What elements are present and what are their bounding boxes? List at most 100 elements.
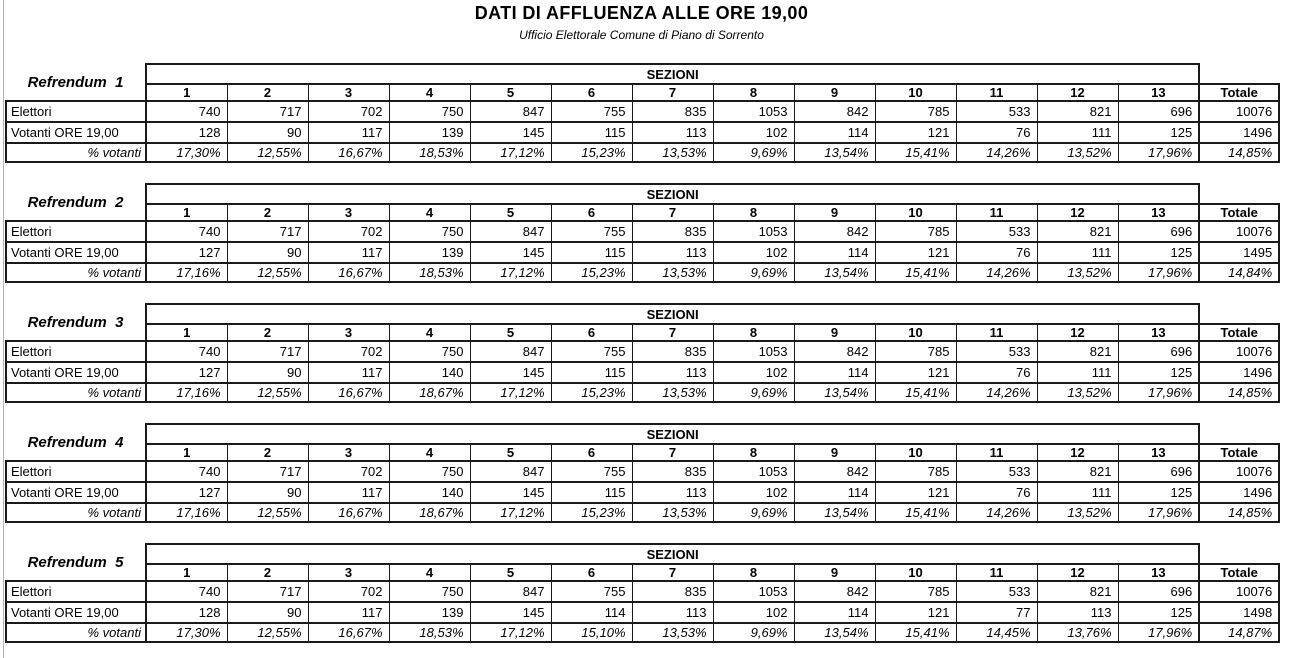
votanti-totale-cell: 1496 (1198, 121, 1281, 144)
elettori-totale-cell: 10076 (1198, 580, 1281, 603)
elettori-cell-s6: 755 (550, 340, 633, 363)
votanti-row: Votanti ORE 19,00 127 90 117 139 145 115 113 102… (5, 241, 1281, 264)
percent-cell-s1: 17,30% (145, 142, 228, 163)
section-numbers-row: 1 2 3 4 5 6 7 8 9 10 11 12 13 Totale (6, 323, 1281, 342)
section-col-header-7: 7 (631, 83, 714, 102)
votanti-totale-cell: 1496 (1198, 361, 1281, 384)
elettori-cell-s8: 1053 (712, 100, 795, 123)
section-col-header-12: 12 (1036, 203, 1119, 222)
percent-cell-s12: 13,52% (1036, 262, 1119, 283)
elettori-cell-s4: 750 (388, 100, 471, 123)
row-label-elettori: Elettori (5, 580, 147, 603)
percent-row: % votanti 17,16% 12,55% 16,67% 18,67% 17,12% 1… (5, 382, 1281, 403)
percent-cell-s9: 13,54% (793, 142, 876, 163)
votanti-cell-s3: 117 (307, 361, 390, 384)
sezioni-header: SEZIONI (144, 543, 1201, 565)
section-col-header-3: 3 (307, 323, 390, 342)
section-col-header-8: 8 (712, 83, 795, 102)
votanti-cell-s9: 114 (793, 601, 876, 624)
votanti-row: Votanti ORE 19,00 127 90 117 140 145 115 113 102… (5, 361, 1281, 384)
section-col-header-5: 5 (469, 203, 552, 222)
percent-totale-cell: 14,84% (1198, 262, 1281, 283)
elettori-cell-s10: 785 (874, 340, 957, 363)
elettori-cell-s6: 755 (550, 100, 633, 123)
votanti-totale-cell: 1495 (1198, 241, 1281, 264)
percent-cell-s8: 9,69% (712, 622, 795, 643)
sezioni-header-row: Refrendum 4 SEZIONI (6, 423, 1279, 451)
elettori-cell-s3: 702 (307, 100, 390, 123)
section-col-header-8: 8 (712, 443, 795, 462)
percent-totale-cell: 14,85% (1198, 382, 1281, 403)
votanti-cell-s8: 102 (712, 361, 795, 384)
votanti-cell-s10: 121 (874, 241, 957, 264)
refrendum-label: Refrendum 2 (27, 193, 124, 211)
percent-cell-s9: 13,54% (793, 262, 876, 283)
section-col-header-13: 13 (1117, 323, 1201, 342)
percent-cell-s3: 16,67% (307, 142, 390, 163)
votanti-cell-s6: 115 (550, 241, 633, 264)
elettori-cell-s3: 702 (307, 340, 390, 363)
section-numbers-row: 1 2 3 4 5 6 7 8 9 10 11 12 13 Totale (6, 443, 1281, 462)
elettori-cell-s6: 755 (550, 580, 633, 603)
percent-cell-s2: 12,55% (226, 502, 309, 523)
sezioni-header: SEZIONI (144, 63, 1201, 85)
section-col-header-3: 3 (307, 563, 390, 582)
section-col-header-8: 8 (712, 323, 795, 342)
votanti-cell-s4: 139 (388, 601, 471, 624)
percent-cell-s3: 16,67% (307, 622, 390, 643)
section-col-header-4: 4 (388, 83, 471, 102)
section-col-header-6: 6 (550, 323, 633, 342)
elettori-cell-s10: 785 (874, 220, 957, 243)
section-col-header-4: 4 (388, 203, 471, 222)
percent-cell-s13: 17,96% (1117, 142, 1201, 163)
percent-cell-s13: 17,96% (1117, 382, 1201, 403)
elettori-totale-cell: 10076 (1198, 220, 1281, 243)
elettori-cell-s3: 702 (307, 220, 390, 243)
elettori-cell-s4: 750 (388, 460, 471, 483)
percent-cell-s9: 13,54% (793, 502, 876, 523)
row-label-votanti: Votanti ORE 19,00 (5, 601, 147, 624)
section-col-header-2: 2 (226, 443, 309, 462)
section-col-header-12: 12 (1036, 323, 1119, 342)
elettori-cell-s6: 755 (550, 460, 633, 483)
section-col-header-9: 9 (793, 443, 876, 462)
votanti-cell-s7: 113 (631, 361, 714, 384)
percent-cell-s4: 18,53% (388, 262, 471, 283)
elettori-cell-s10: 785 (874, 460, 957, 483)
percent-cell-s8: 9,69% (712, 382, 795, 403)
votanti-cell-s12: 111 (1036, 481, 1119, 504)
section-col-header-11: 11 (955, 203, 1038, 222)
refrendum-label: Refrendum 4 (27, 433, 124, 451)
section-col-header-11: 11 (955, 323, 1038, 342)
votanti-cell-s13: 125 (1117, 121, 1201, 144)
votanti-cell-s2: 90 (226, 121, 309, 144)
section-col-header-12: 12 (1036, 563, 1119, 582)
percent-row: % votanti 17,16% 12,55% 16,67% 18,67% 17,12% 1… (5, 502, 1281, 523)
section-col-header-4: 4 (388, 563, 471, 582)
votanti-cell-s11: 77 (955, 601, 1038, 624)
blank-above-totale (1199, 424, 1279, 444)
votanti-cell-s5: 145 (469, 601, 552, 624)
percent-cell-s1: 17,16% (145, 502, 228, 523)
elettori-totale-cell: 10076 (1198, 100, 1281, 123)
elettori-cell-s5: 847 (469, 220, 552, 243)
row-label-elettori: Elettori (5, 340, 147, 363)
section-col-header-13: 13 (1117, 83, 1201, 102)
row-label-votanti: Votanti ORE 19,00 (5, 481, 147, 504)
section-col-header-13: 13 (1117, 203, 1201, 222)
votanti-cell-s5: 145 (469, 121, 552, 144)
row-label-percent: % votanti (5, 262, 147, 283)
sezioni-header-row: Refrendum 3 SEZIONI (6, 303, 1279, 331)
elettori-cell-s1: 740 (145, 220, 228, 243)
percent-cell-s1: 17,30% (145, 622, 228, 643)
votanti-cell-s11: 76 (955, 121, 1038, 144)
votanti-cell-s7: 113 (631, 121, 714, 144)
votanti-cell-s2: 90 (226, 241, 309, 264)
section-col-header-12: 12 (1036, 83, 1119, 102)
percent-cell-s8: 9,69% (712, 262, 795, 283)
page-subtitle: Ufficio Elettorale Comune di Piano di So… (519, 28, 764, 42)
sezioni-header-row: Refrendum 1 SEZIONI (6, 63, 1279, 91)
percent-cell-s5: 17,12% (469, 502, 552, 523)
percent-cell-s6: 15,23% (550, 142, 633, 163)
percent-cell-s12: 13,52% (1036, 502, 1119, 523)
